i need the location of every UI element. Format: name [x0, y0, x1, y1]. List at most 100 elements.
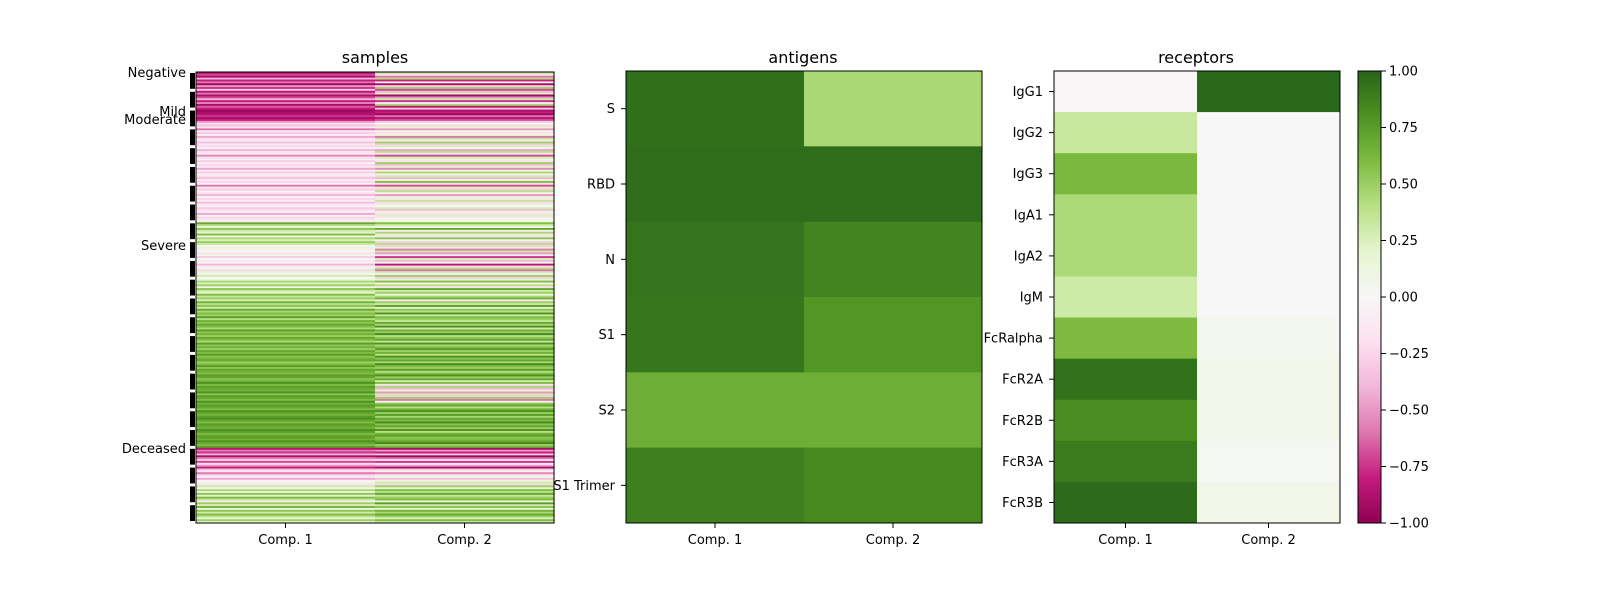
samples-cell	[196, 250, 376, 253]
samples-cell	[196, 164, 376, 167]
antigens-x-axis: Comp. 1 Comp. 2	[688, 523, 920, 548]
colorbar-tick-label: −1.00	[1389, 517, 1429, 532]
samples-cell	[375, 122, 555, 126]
samples-cell	[196, 237, 376, 240]
samples-cell	[196, 419, 376, 423]
samples-cell	[375, 374, 555, 378]
samples-cell	[375, 491, 555, 494]
samples-cell	[375, 192, 555, 195]
samples-cell	[375, 205, 555, 208]
receptors-row-label: FcRalpha	[984, 332, 1043, 347]
samples-cell	[375, 218, 555, 222]
samples-cell	[196, 265, 376, 269]
samples-cell	[196, 393, 376, 396]
samples-cell	[375, 271, 555, 274]
samples-cell	[196, 244, 376, 248]
samples-cell	[375, 103, 555, 107]
samples-cell	[375, 476, 555, 479]
samples-group-bar	[190, 73, 195, 521]
samples-cell	[196, 367, 376, 370]
samples-cell	[196, 246, 376, 250]
samples-cell	[196, 507, 376, 511]
receptors-cell	[1197, 112, 1341, 154]
samples-cell	[375, 320, 555, 323]
samples-cell	[196, 105, 376, 109]
receptors-row-label: IgG3	[1013, 167, 1043, 182]
colorbar-gradient	[1358, 71, 1381, 523]
samples-cell	[375, 397, 555, 400]
samples-cell	[196, 194, 376, 197]
samples-cell	[196, 113, 376, 116]
samples-cell	[375, 406, 555, 409]
receptors-row-label: IgG1	[1013, 85, 1043, 100]
receptors-row-labels: IgG1 IgG2 IgG3 IgA1 IgA2 IgM FcRalpha FcR2A FcR2…	[984, 85, 1054, 511]
samples-group-label: Deceased	[122, 442, 186, 457]
antigens-row-label: S	[607, 102, 615, 117]
samples-cell	[375, 111, 555, 114]
receptors-panel: receptors IgG1 IgG2 IgG3 IgA1 IgA2 IgM FcRalph…	[984, 48, 1341, 548]
samples-cell	[375, 229, 555, 233]
samples-cell	[196, 134, 376, 137]
samples-cell	[196, 305, 376, 308]
samples-cell	[196, 94, 376, 98]
samples-cell	[196, 511, 376, 515]
samples-cell	[196, 423, 376, 426]
samples-cell	[196, 457, 376, 460]
samples-cell	[196, 455, 376, 458]
colorbar-tick-label: 1.00	[1389, 65, 1418, 80]
samples-cell	[196, 156, 376, 160]
samples-cell	[375, 310, 555, 314]
samples-cell	[375, 160, 555, 163]
samples-cell	[375, 485, 555, 488]
antigens-cell	[626, 372, 805, 449]
samples-cell	[375, 421, 555, 425]
samples-cell	[375, 487, 555, 490]
samples-cell	[196, 500, 376, 503]
samples-cell	[375, 414, 555, 417]
samples-title: samples	[342, 48, 409, 67]
samples-cell	[196, 491, 376, 494]
samples-cell	[196, 188, 376, 191]
samples-cell	[196, 141, 376, 145]
samples-cell	[375, 90, 555, 94]
samples-cell	[375, 368, 555, 372]
samples-group-tick	[190, 223, 195, 240]
receptors-cell	[1054, 276, 1198, 319]
samples-cell	[375, 316, 555, 319]
samples-cell	[196, 150, 376, 154]
samples-cell	[196, 203, 376, 207]
samples-cell	[196, 180, 376, 184]
receptors-cell	[1054, 112, 1198, 154]
samples-cell	[196, 316, 376, 319]
samples-cell	[375, 506, 555, 509]
samples-cell	[375, 254, 555, 257]
samples-cell	[196, 306, 376, 310]
samples-cell	[375, 196, 555, 199]
samples-cell	[375, 342, 555, 346]
samples-cell	[375, 470, 555, 473]
samples-cell	[375, 363, 555, 366]
samples-cell	[375, 113, 555, 116]
samples-cell	[196, 509, 376, 513]
antigens-x-tick-label: Comp. 2	[866, 533, 920, 548]
samples-cell	[196, 83, 376, 86]
samples-cell	[196, 282, 376, 285]
samples-cell	[375, 81, 555, 84]
colorbar-tick-label: 0.75	[1389, 121, 1418, 136]
samples-cell	[196, 346, 376, 349]
samples-cell	[375, 207, 555, 210]
samples-cell	[196, 312, 376, 316]
samples-cell	[196, 241, 376, 244]
samples-cell	[375, 175, 555, 178]
samples-cell	[196, 395, 376, 398]
samples-cell	[375, 472, 555, 475]
samples-cell	[375, 474, 555, 477]
samples-cell	[375, 427, 555, 430]
samples-cell	[196, 513, 376, 517]
samples-cell	[375, 209, 555, 212]
samples-cell	[196, 374, 376, 378]
samples-cell	[196, 143, 376, 146]
samples-cell	[196, 158, 376, 161]
samples-cell	[196, 227, 376, 231]
samples-group-tick	[190, 129, 195, 146]
